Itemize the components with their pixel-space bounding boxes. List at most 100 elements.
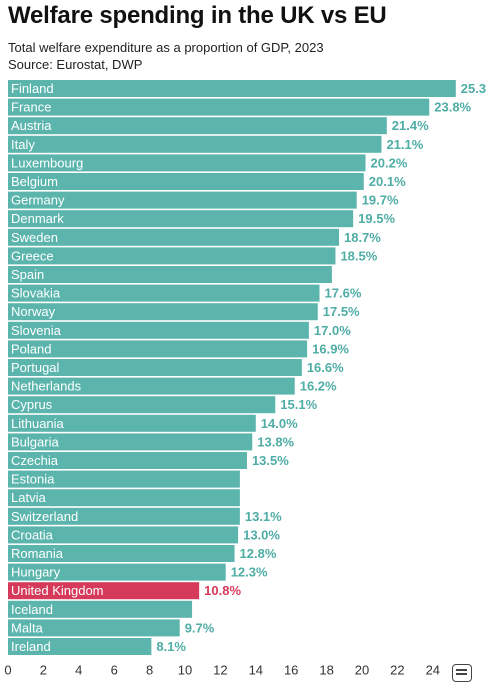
category-label-spain: Spain (11, 267, 44, 282)
category-label-czechia: Czechia (11, 453, 59, 468)
bar-malta (8, 619, 180, 637)
bar-netherlands (8, 377, 295, 395)
x-tick-20: 20 (355, 663, 369, 678)
bar-france (8, 98, 430, 116)
category-label-portugal: Portugal (11, 360, 60, 375)
bar-cyprus (8, 396, 276, 414)
value-label-austria: 21.4% (392, 118, 429, 133)
value-label-united-kingdom: 10.8% (204, 583, 241, 598)
x-tick-2: 2 (40, 663, 47, 678)
category-label-malta: Malta (11, 620, 44, 635)
x-tick-6: 6 (111, 663, 118, 678)
value-label-croatia: 13.0% (243, 527, 280, 542)
chart-subtitle: Total welfare expenditure as a proportio… (8, 40, 324, 55)
value-label-greece: 18.5% (340, 248, 377, 263)
bar-poland (8, 340, 308, 358)
category-label-denmark: Denmark (11, 211, 64, 226)
category-label-romania: Romania (11, 546, 64, 561)
value-label-slovakia: 17.6% (325, 286, 362, 301)
bar-iceland (8, 600, 193, 618)
chart-source: Source: Eurostat, DWP (8, 57, 143, 72)
bar-belgium (8, 173, 364, 190)
value-label-ireland: 8.1% (156, 639, 186, 654)
value-label-switzerland: 13.1% (245, 509, 282, 524)
caption-icon[interactable] (452, 664, 472, 682)
value-label-luxembourg: 20.2% (371, 155, 408, 170)
bar-luxembourg (8, 154, 366, 172)
bar-switzerland (8, 507, 240, 525)
x-tick-16: 16 (284, 663, 298, 678)
category-label-france: France (11, 100, 51, 115)
bar-austria (8, 117, 387, 135)
category-label-latvia: Latvia (11, 490, 46, 505)
bar-slovakia (8, 284, 320, 302)
value-label-romania: 12.8% (240, 546, 277, 561)
value-label-germany: 19.7% (362, 193, 399, 208)
category-label-poland: Poland (11, 341, 51, 356)
category-label-finland: Finland (11, 81, 54, 96)
value-label-belgium: 20.1% (369, 174, 406, 189)
value-label-poland: 16.9% (312, 341, 349, 356)
bar-spain (8, 266, 332, 283)
value-label-netherlands: 16.2% (300, 379, 337, 394)
bar-bulgaria (8, 433, 253, 451)
bar-sweden (8, 228, 339, 246)
value-label-denmark: 19.5% (358, 211, 395, 226)
bar-croatia (8, 526, 239, 544)
bar-latvia (8, 489, 240, 507)
category-label-luxembourg: Luxembourg (11, 155, 83, 170)
bar-ireland (8, 638, 152, 655)
bar-lithuania (8, 414, 256, 432)
category-label-germany: Germany (11, 193, 65, 208)
bar-germany (8, 191, 357, 209)
bar-portugal (8, 359, 302, 376)
bar-slovenia (8, 321, 309, 339)
category-label-slovakia: Slovakia (11, 286, 61, 301)
x-tick-8: 8 (146, 663, 153, 678)
value-label-lithuania: 14.0% (261, 416, 298, 431)
chart-title: Welfare spending in the UK vs EU (8, 2, 387, 29)
x-axis: 0 2 4 6 8 10 12 14 16 18 20 22 24 (4, 663, 440, 678)
x-tick-12: 12 (213, 663, 227, 678)
value-label-malta: 9.7% (185, 620, 215, 635)
category-label-united-kingdom: United Kingdom (11, 583, 104, 598)
bar-united-kingdom (8, 582, 200, 600)
category-label-slovenia: Slovenia (11, 323, 62, 338)
bar-norway (8, 303, 318, 321)
x-tick-14: 14 (249, 663, 263, 678)
category-label-estonia: Estonia (11, 472, 55, 487)
value-label-hungary: 12.3% (231, 565, 268, 580)
category-label-sweden: Sweden (11, 230, 58, 245)
x-tick-10: 10 (178, 663, 192, 678)
value-label-sweden: 18.7% (344, 230, 381, 245)
value-label-italy: 21.1% (386, 137, 423, 152)
x-tick-18: 18 (319, 663, 333, 678)
bar-greece (8, 247, 336, 265)
category-label-lithuania: Lithuania (11, 416, 65, 431)
value-label-portugal: 16.6% (307, 360, 344, 375)
bar-denmark (8, 210, 354, 228)
category-label-cyprus: Cyprus (11, 397, 53, 412)
category-label-greece: Greece (11, 248, 54, 263)
category-label-bulgaria: Bulgaria (11, 434, 59, 449)
bar-hungary (8, 563, 226, 581)
labels-layer: Finland 25.3 France 23.8% Austria 21.4% Italy 2… (11, 81, 486, 654)
category-label-croatia: Croatia (11, 527, 54, 542)
value-label-norway: 17.5% (323, 304, 360, 319)
bar-finland (8, 80, 456, 97)
bar-romania (8, 545, 235, 562)
category-label-italy: Italy (11, 137, 35, 152)
x-tick-24: 24 (426, 663, 440, 678)
category-label-netherlands: Netherlands (11, 379, 82, 394)
category-label-iceland: Iceland (11, 602, 53, 617)
category-label-norway: Norway (11, 304, 56, 319)
value-label-czechia: 13.5% (252, 453, 289, 468)
value-label-france: 23.8% (434, 100, 471, 115)
category-label-hungary: Hungary (11, 565, 61, 580)
value-label-slovenia: 17.0% (314, 323, 351, 338)
category-label-austria: Austria (11, 118, 52, 133)
bar-italy (8, 135, 382, 153)
x-tick-0: 0 (4, 663, 11, 678)
bar-czechia (8, 452, 247, 469)
